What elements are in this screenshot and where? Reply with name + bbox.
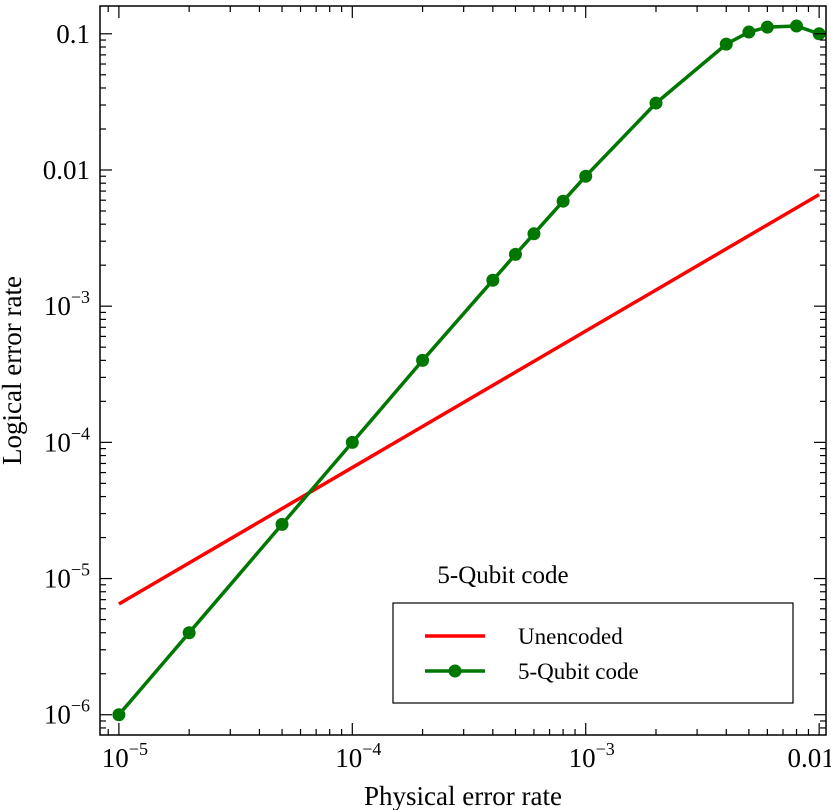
data-point: [790, 19, 804, 33]
x-tick-label: 0.01: [788, 743, 831, 773]
legend-marker-1: [448, 664, 462, 678]
data-point: [579, 169, 593, 183]
series-line-1: [117, 24, 820, 716]
data-point: [760, 20, 774, 34]
data-point: [719, 37, 733, 51]
legend-label-0: Unencoded: [518, 624, 623, 649]
x-tick-label: 10−5: [102, 739, 148, 773]
y-tick-label: 0.1: [56, 19, 90, 49]
series-layer: [112, 19, 826, 722]
data-point: [527, 227, 541, 241]
data-point: [556, 194, 570, 208]
x-tick-label: 10−3: [569, 739, 615, 773]
legend: Unencoded 5-Qubit code: [392, 602, 794, 704]
y-tick-label: 10−3: [44, 287, 90, 321]
data-point: [112, 708, 126, 722]
y-tick-label: 10−6: [44, 696, 90, 730]
data-point: [275, 517, 289, 531]
data-point: [649, 96, 663, 110]
data-point: [742, 25, 756, 39]
y-tick-label: 10−4: [44, 423, 90, 457]
legend-label-1: 5-Qubit code: [518, 659, 639, 684]
data-point: [182, 626, 196, 640]
y-tick-label: 10−5: [44, 560, 90, 594]
ticks-layer: 10−5 10−4 10−3 0.01 10−6 10−5 10−4 10−3 0.01 0.1: [43, 6, 831, 773]
plot-frame: [99, 5, 827, 736]
x-tick-label: 10−4: [335, 739, 381, 773]
x-axis-label: Physical error rate: [364, 781, 562, 810]
data-point: [508, 247, 522, 261]
chart-annotation: 5-Qubit code: [437, 562, 568, 589]
data-point: [486, 273, 500, 287]
legend-box: [392, 602, 794, 704]
y-tick-label: 0.01: [43, 155, 90, 185]
series-line-0: [118, 193, 820, 606]
data-point: [416, 353, 430, 367]
data-point: [345, 435, 359, 449]
y-axis-label: Logical error rate: [0, 276, 27, 465]
